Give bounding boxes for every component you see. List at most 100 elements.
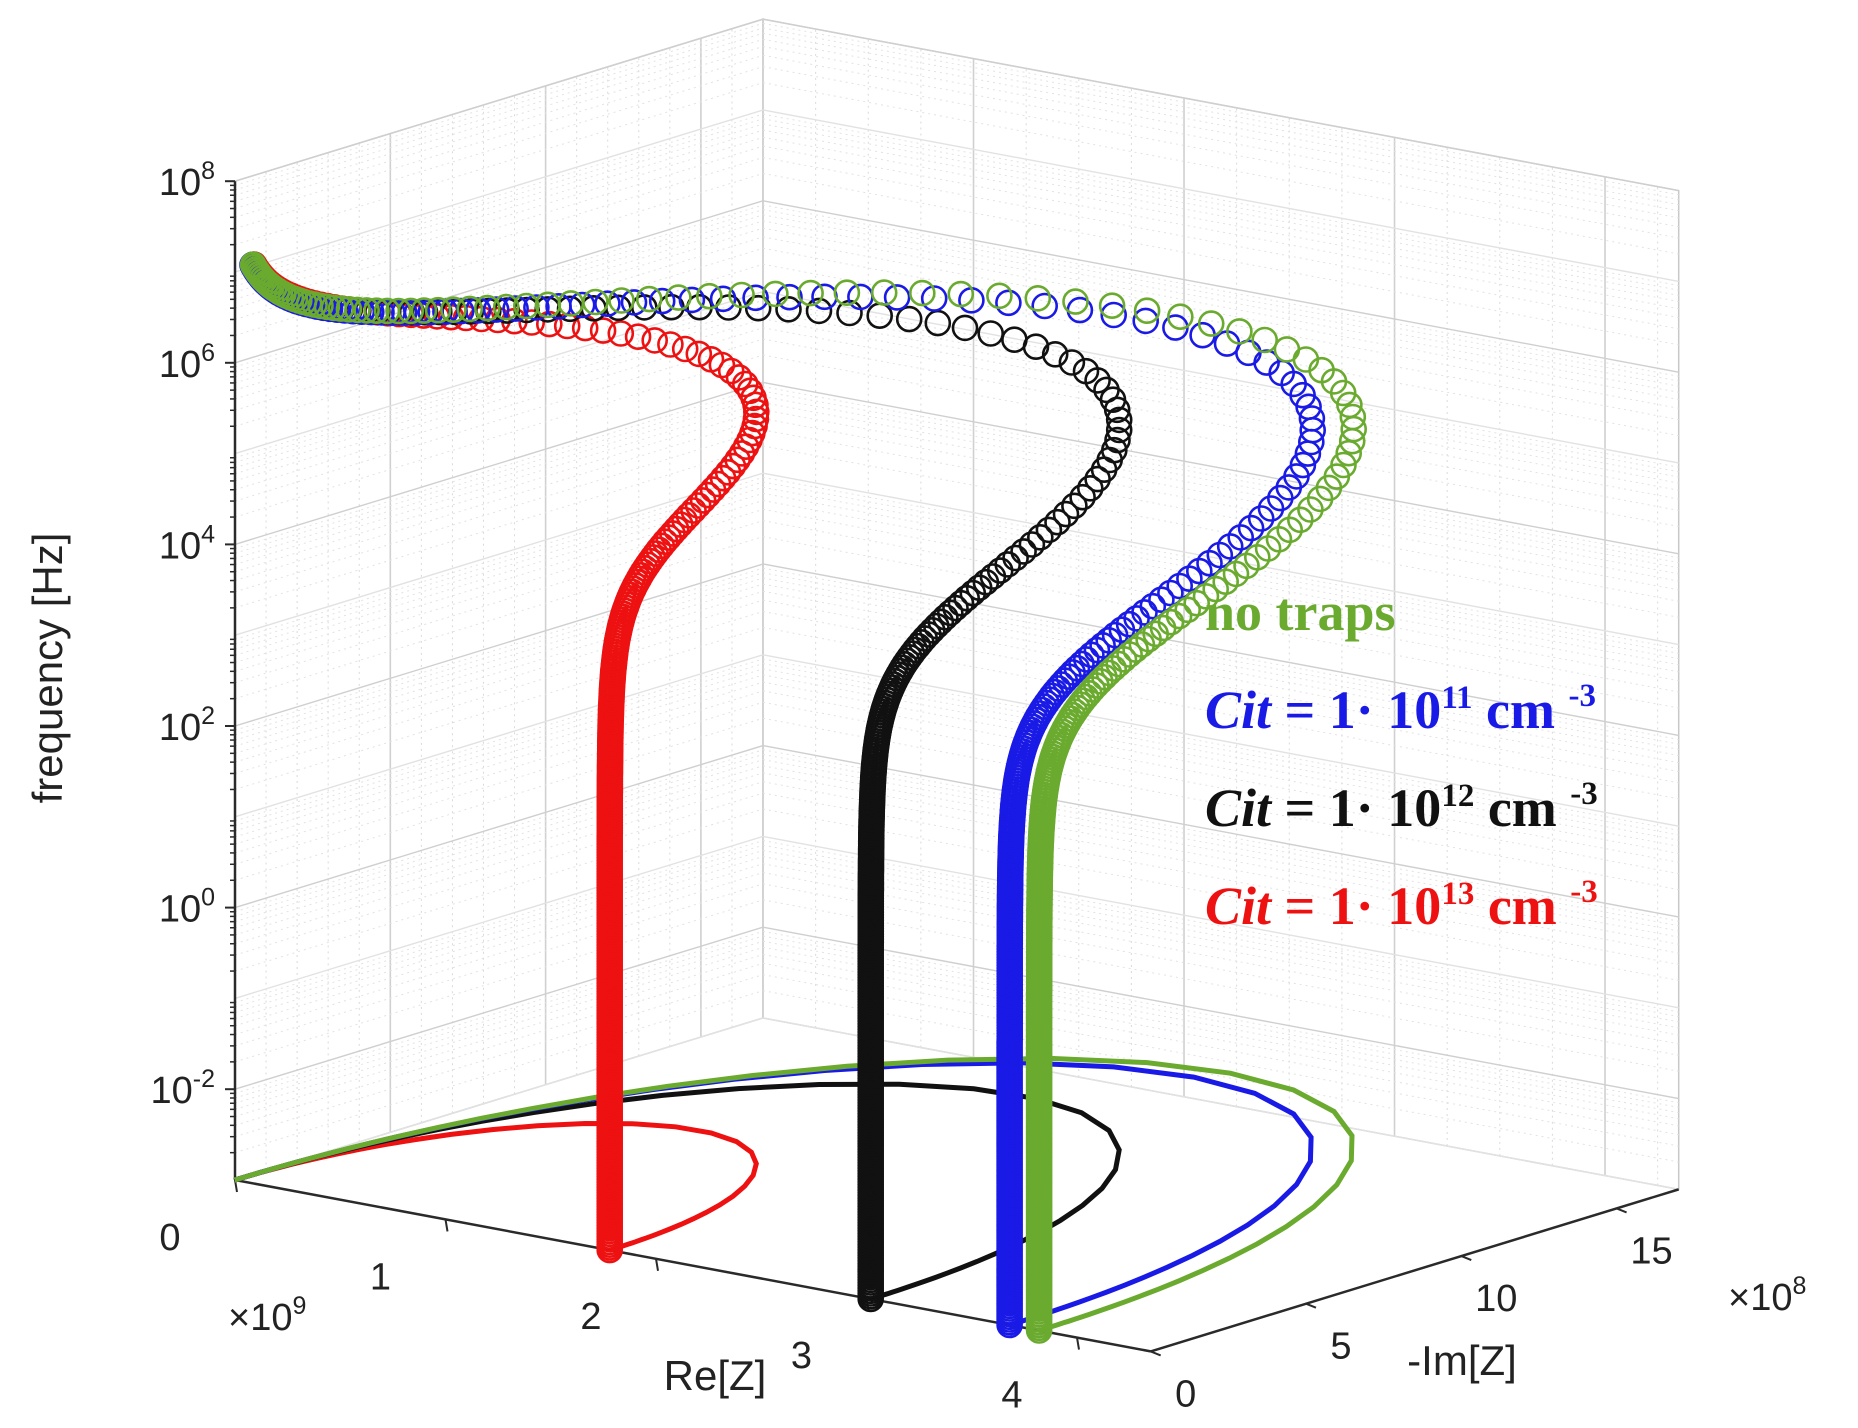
series-1-marker: [1298, 405, 1326, 432]
grid-line-horizontal: [234, 200, 764, 364]
grid-line-horizontal: [762, 200, 1679, 373]
grid-line-horizontal: [234, 765, 764, 929]
grid-line-horizontal: [234, 476, 764, 640]
series-1-marker: [545, 292, 572, 320]
series-3-marker: [697, 345, 725, 373]
grid-line-horizontal: [234, 311, 764, 475]
grid-line-horizontal: [234, 663, 764, 827]
series-2-marker: [923, 612, 950, 640]
series-2-marker: [1002, 544, 1029, 572]
series-0-marker: [728, 281, 755, 309]
legend: no traps Cit = 1· 1011 cm -3 Cit = 1· 1012…: [1205, 582, 1598, 936]
grid-line-horizontal: [234, 583, 764, 747]
series-3-marker: [684, 492, 712, 519]
series-1-marker: [1031, 292, 1058, 320]
grid-line-horizontal: [762, 18, 1679, 192]
grid-line-horizontal: [234, 214, 764, 378]
re-axis-title: Re[Z]: [664, 1352, 767, 1399]
series-2-marker: [1010, 538, 1037, 565]
im-tick: [1150, 1350, 1162, 1357]
series-0-marker: [1251, 326, 1278, 354]
grid-line-horizontal: [234, 22, 764, 186]
series-3-marker: [641, 327, 669, 354]
grid-line-horizontal: [234, 856, 764, 1020]
series-1-marker: [995, 289, 1022, 317]
grid-line-horizontal: [234, 66, 764, 230]
grid-line-horizontal: [234, 863, 764, 1027]
grid-line-horizontal: [234, 172, 764, 336]
grid-line-horizontal: [234, 209, 764, 373]
series-3-marker: [671, 506, 698, 534]
re-tick-label: 2: [580, 1296, 601, 1338]
series-1-marker: [920, 285, 948, 312]
grid-line-horizontal: [234, 136, 764, 300]
grid-line-horizontal: [234, 156, 764, 320]
grid-line-horizontal: [234, 520, 764, 684]
grid-line-horizontal: [234, 899, 764, 1063]
grid-line-horizontal: [234, 481, 764, 645]
series-0-marker: [1197, 310, 1225, 337]
series-0-marker: [986, 282, 1013, 310]
grid-line-horizontal: [234, 690, 764, 854]
series-2-marker: [1058, 349, 1086, 376]
grid-line-horizontal: [762, 290, 1679, 464]
series-0-marker: [327, 295, 355, 322]
series-3-marker: [742, 405, 770, 433]
series-1-marker: [1068, 650, 1095, 678]
left-wall: [234, 18, 764, 1182]
z-tick-label: 108: [159, 157, 215, 204]
series-0-marker: [1095, 659, 1123, 687]
series-0-marker: [762, 280, 789, 308]
grid-line-horizontal: [234, 681, 764, 845]
grid-line-horizontal: [234, 749, 764, 913]
grid-line-horizontal: [234, 962, 764, 1126]
series-1-marker: [776, 283, 803, 311]
series-2-marker: [994, 551, 1022, 578]
series-1-marker: [1139, 592, 1167, 620]
grid-line-horizontal: [234, 500, 764, 664]
grid-line-horizontal: [234, 295, 764, 459]
legend-entry-2: Cit = 1· 1012 cm -3: [1205, 776, 1598, 838]
series-0-marker: [1165, 602, 1193, 630]
series-0-marker: [440, 296, 467, 324]
grid-line-horizontal: [234, 792, 764, 956]
grid-line-horizontal: [234, 508, 764, 672]
series-1-marker: [1157, 579, 1184, 607]
series-0-marker: [608, 287, 635, 314]
grid-line-horizontal: [762, 654, 1679, 827]
grid-line-horizontal: [234, 402, 764, 566]
series-2-marker: [744, 294, 772, 322]
grid-line-horizontal: [762, 1017, 1679, 1191]
series-3-marker: [518, 309, 546, 336]
series-0-marker: [833, 279, 861, 307]
series-2-marker: [977, 320, 1005, 347]
series-2-marker: [1041, 340, 1069, 368]
grid-line-horizontal: [234, 563, 764, 727]
grid-line-horizontal: [234, 954, 764, 1118]
series-0-marker: [534, 291, 562, 319]
grid-line-horizontal: [234, 753, 764, 917]
im-multiplier: ×108: [1728, 1272, 1806, 1319]
series-3-marker: [666, 511, 694, 538]
re-multiplier: ×109: [228, 1292, 306, 1339]
grid-line-horizontal: [234, 263, 764, 427]
legend-entry-3: Cit = 1· 1013 cm -3: [1205, 874, 1598, 936]
series-0-marker: [410, 297, 438, 324]
series-0-marker: [1098, 292, 1126, 320]
series-0-marker: [1287, 506, 1314, 534]
series-1-marker: [1237, 514, 1265, 542]
series-2-marker: [1105, 416, 1133, 444]
re-tick-label: 3: [791, 1335, 812, 1377]
series-1-marker: [742, 284, 769, 312]
series-0-markers: [239, 251, 1367, 1344]
series-3-marker: [725, 364, 753, 391]
series-3-marker: [624, 323, 652, 351]
grid-line-horizontal: [234, 940, 764, 1104]
series-0-marker: [385, 297, 412, 325]
z-tick-label: 100: [159, 884, 215, 931]
series-0-marker: [1273, 336, 1301, 363]
series-0-marker: [353, 297, 380, 324]
grid-line-horizontal: [234, 118, 764, 282]
series-3-marker: [728, 440, 756, 467]
